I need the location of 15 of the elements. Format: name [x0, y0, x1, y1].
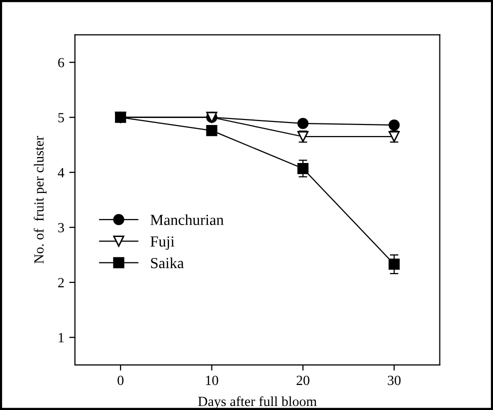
y-tick-label: 3 — [58, 223, 64, 232]
x-tick-label: 30 — [388, 376, 401, 386]
y-tick-label: 4 — [58, 168, 64, 178]
legend-label: Fuji — [150, 236, 174, 250]
x-tick-label: 20 — [296, 376, 310, 386]
y-tick-label: 5 — [58, 113, 64, 122]
x-tick-label: 0 — [118, 376, 124, 386]
legend-label: Saika — [151, 257, 184, 268]
x-tick-label: 10 — [206, 376, 218, 386]
y-tick-label: 1 — [58, 333, 64, 342]
legend-label: Manchurian — [150, 214, 224, 226]
y-axis-title: No. of fruit per cluster — [34, 136, 46, 264]
y-tick-label: 6 — [58, 58, 64, 68]
y-tick-label: 2 — [58, 278, 64, 288]
x-axis-title: Days after full bloom — [198, 396, 317, 410]
